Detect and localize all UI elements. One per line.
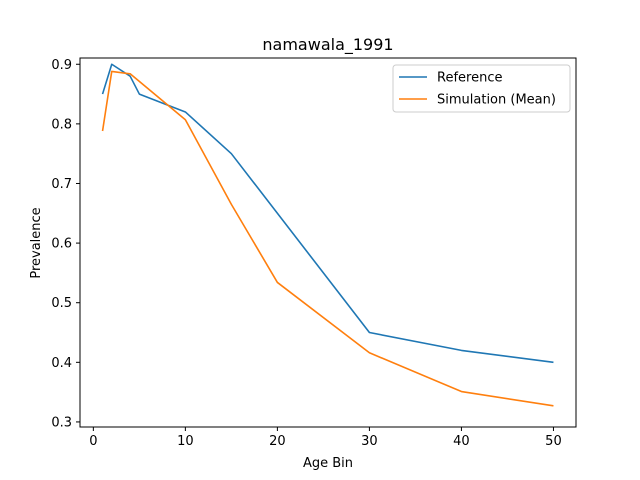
legend-label: Simulation (Mean) [437, 93, 556, 108]
legend-box [392, 64, 571, 113]
y-tick-label: 0.6 [51, 237, 72, 252]
x-tick-label: 0 [89, 434, 97, 449]
legend-label: Reference [437, 71, 502, 86]
y-tick-label: 0.3 [51, 415, 72, 430]
chart-title: namawala_1991 [262, 35, 393, 55]
x-axis: 0 10 20 30 40 50 [89, 427, 562, 449]
plot-area-frame [79, 57, 577, 428]
y-tick-label: 0.7 [51, 177, 72, 192]
legend: Reference Simulation (Mean) [392, 64, 571, 113]
x-tick-label: 10 [177, 434, 194, 449]
series-line-1 [101, 70, 554, 407]
x-tick-label: 20 [269, 434, 286, 449]
x-tick-label: 50 [545, 434, 562, 449]
y-tick-label: 0.5 [51, 296, 72, 311]
series-line-0 [101, 63, 554, 364]
y-axis-label: Prevalence [29, 207, 44, 278]
y-tick-label: 0.4 [51, 356, 72, 371]
x-tick-label: 30 [361, 434, 378, 449]
x-axis-label: Age Bin [303, 456, 353, 471]
y-tick-label: 0.9 [51, 58, 72, 73]
series-layer [101, 63, 554, 407]
x-tick-label: 40 [453, 434, 470, 449]
y-tick-label: 0.8 [51, 117, 72, 132]
y-axis: 0.3 0.4 0.5 0.6 0.7 0.8 0.9 [51, 58, 80, 430]
